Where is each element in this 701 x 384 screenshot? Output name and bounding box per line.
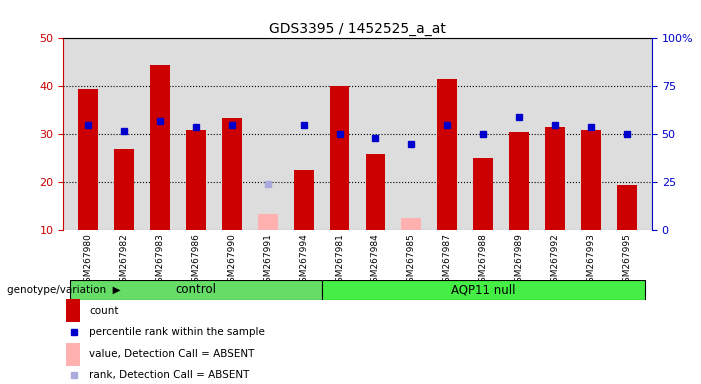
Text: GSM267985: GSM267985 <box>407 233 416 288</box>
Text: GSM267982: GSM267982 <box>120 233 128 288</box>
Bar <box>473 158 493 230</box>
Bar <box>222 118 242 230</box>
Text: GSM267980: GSM267980 <box>83 233 93 288</box>
Bar <box>79 89 98 230</box>
Text: GSM267993: GSM267993 <box>587 233 595 288</box>
Bar <box>545 127 565 230</box>
Bar <box>437 79 457 230</box>
Text: rank, Detection Call = ABSENT: rank, Detection Call = ABSENT <box>89 370 250 380</box>
Title: GDS3395 / 1452525_a_at: GDS3395 / 1452525_a_at <box>269 22 446 36</box>
Bar <box>509 132 529 230</box>
Text: GSM267991: GSM267991 <box>264 233 272 288</box>
Text: percentile rank within the sample: percentile rank within the sample <box>89 328 265 338</box>
Bar <box>581 129 601 230</box>
Text: GSM267995: GSM267995 <box>622 233 632 288</box>
Bar <box>150 65 170 230</box>
Bar <box>617 185 637 230</box>
Text: GSM267987: GSM267987 <box>443 233 451 288</box>
Text: GSM267989: GSM267989 <box>515 233 524 288</box>
Bar <box>114 149 134 230</box>
Text: GSM267986: GSM267986 <box>191 233 200 288</box>
Text: GSM267990: GSM267990 <box>227 233 236 288</box>
Bar <box>402 218 421 230</box>
Bar <box>294 170 313 230</box>
Bar <box>70 280 322 300</box>
Text: GSM267988: GSM267988 <box>479 233 488 288</box>
Text: GSM267981: GSM267981 <box>335 233 344 288</box>
Bar <box>258 214 278 230</box>
Bar <box>186 129 206 230</box>
Text: GSM267994: GSM267994 <box>299 233 308 288</box>
Text: count: count <box>89 306 118 316</box>
Text: value, Detection Call = ABSENT: value, Detection Call = ABSENT <box>89 349 254 359</box>
Text: GSM267983: GSM267983 <box>156 233 165 288</box>
Text: AQP11 null: AQP11 null <box>451 283 515 296</box>
Text: GSM267992: GSM267992 <box>550 233 559 288</box>
Bar <box>329 86 349 230</box>
Text: control: control <box>175 283 217 296</box>
Text: genotype/variation  ▶: genotype/variation ▶ <box>7 285 121 295</box>
Text: GSM267984: GSM267984 <box>371 233 380 288</box>
Bar <box>366 154 386 230</box>
Bar <box>67 343 80 366</box>
Bar <box>322 280 645 300</box>
Bar <box>67 299 80 322</box>
